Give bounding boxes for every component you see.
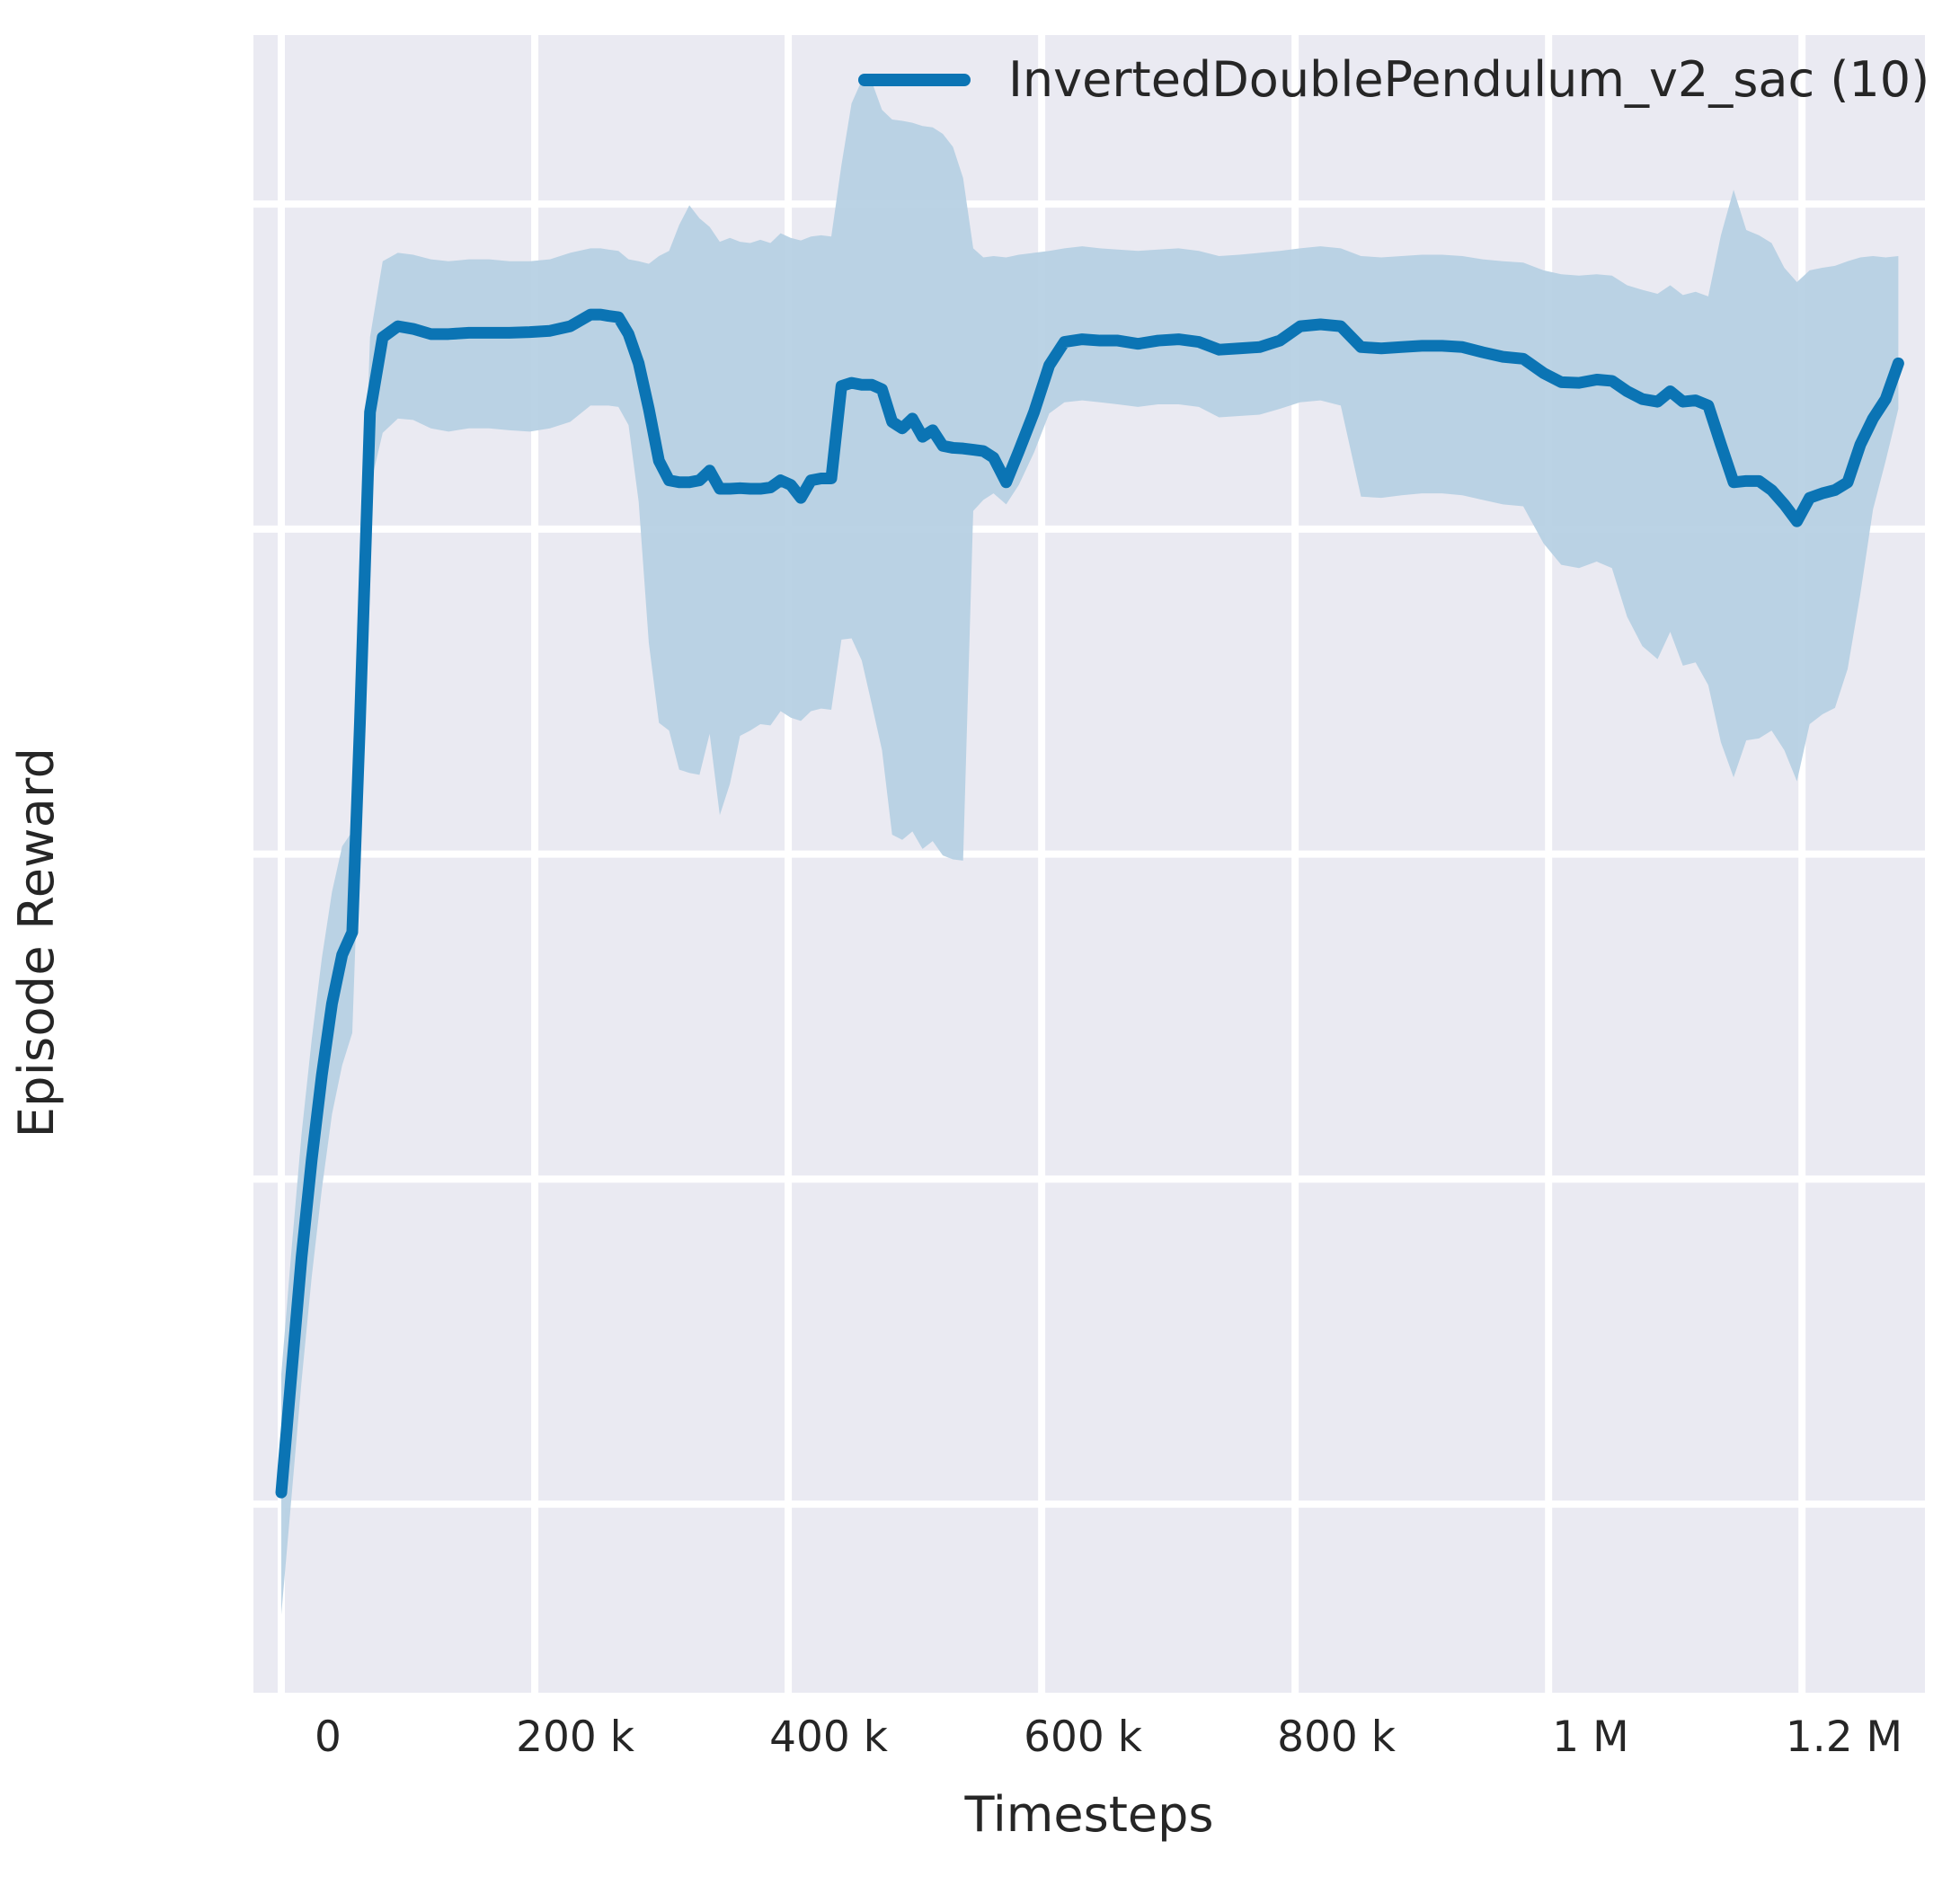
confidence-band bbox=[281, 80, 1899, 1615]
x-tick-label: 600 k bbox=[1024, 1712, 1142, 1762]
x-axis-title: Timesteps bbox=[964, 1786, 1214, 1843]
legend-line-swatch bbox=[858, 74, 971, 86]
x-tick-label: 1 M bbox=[1552, 1712, 1629, 1762]
x-tick-label: 0 bbox=[315, 1712, 341, 1762]
legend: InvertedDoublePendulum_v2_sac (10) bbox=[858, 56, 1929, 104]
x-tick-label: 400 k bbox=[769, 1712, 888, 1762]
x-tick-label: 800 k bbox=[1277, 1712, 1396, 1762]
chart-canvas bbox=[253, 35, 1925, 1693]
x-tick-label: 200 k bbox=[516, 1712, 634, 1762]
y-tick-label-group: 9500 9000 8500 8000 7500 bbox=[0, 0, 232, 1885]
x-tick-label: 1.2 M bbox=[1785, 1712, 1903, 1762]
legend-label: InvertedDoublePendulum_v2_sac (10) bbox=[1008, 51, 1930, 108]
mean-line bbox=[275, 308, 1904, 1499]
plot-area bbox=[253, 35, 1925, 1693]
